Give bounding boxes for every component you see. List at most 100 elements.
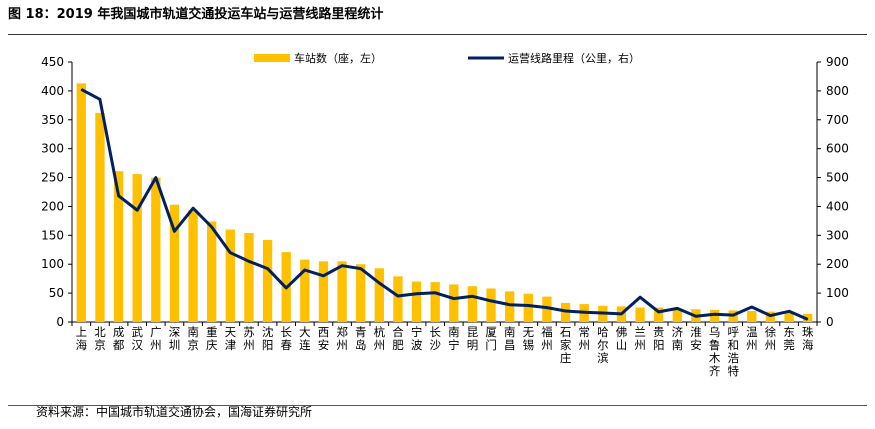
y-right-tick-label: 700	[826, 113, 849, 127]
x-tick-label: 昆明	[467, 325, 479, 352]
line-point	[714, 313, 716, 315]
y-left-tick-label: 300	[41, 142, 64, 156]
line-point	[509, 304, 511, 306]
line-point	[99, 98, 101, 100]
chart-area: 车站数（座，左） 运营线路里程（公里，右） 0 50 100 150 200 250 300 3…	[41, 51, 849, 378]
bar	[113, 171, 124, 322]
bar-series	[76, 83, 813, 322]
x-tick-label: 西安	[318, 325, 330, 352]
y-right-tick-label: 600	[826, 142, 849, 156]
y-right-tick-label: 300	[826, 228, 849, 242]
bar	[318, 261, 329, 322]
line-point	[602, 312, 604, 314]
line-point	[155, 177, 157, 179]
bar	[709, 309, 720, 322]
bar	[486, 288, 496, 322]
y-left-tick-label: 350	[41, 113, 64, 127]
x-tick-label: 深圳	[169, 325, 181, 352]
x-tick-label: 杭州	[374, 325, 386, 352]
line-point	[341, 265, 343, 267]
bar	[449, 284, 459, 322]
bar	[654, 307, 664, 322]
x-tick-label: 徐州	[765, 325, 777, 352]
bar	[784, 311, 794, 322]
line-point	[397, 295, 399, 297]
y-right-tick-label: 200	[826, 257, 849, 271]
bar	[151, 177, 161, 322]
x-tick-label: 长沙	[429, 325, 441, 352]
figure-title: 图 18：2019 年我国城市轨道交通投运车站与运营线路里程统计	[8, 7, 384, 22]
y-left-tick-label: 450	[41, 55, 64, 69]
x-tick-label: 贵阳	[653, 325, 665, 352]
x-tick-label: 东莞	[783, 325, 795, 352]
x-tick-label: 沈阳	[262, 325, 274, 352]
line-point	[453, 298, 455, 300]
y-left-tick-label: 0	[56, 315, 64, 329]
x-tick-label: 重庆	[206, 325, 218, 352]
line-point	[695, 315, 697, 317]
line-point	[639, 296, 641, 298]
line-point	[434, 292, 436, 294]
x-tick-label: 无锡	[523, 325, 535, 352]
bar	[262, 239, 273, 322]
source-note: 资料来源：中国城市轨道交通协会，国海证券研究所	[36, 405, 313, 419]
bar	[188, 209, 198, 322]
line-point	[267, 268, 269, 270]
line-point	[136, 209, 138, 211]
line-point	[751, 306, 753, 308]
bar	[169, 204, 180, 322]
x-tick-label: 苏州	[243, 325, 255, 352]
x-tick-label: 福州	[541, 325, 553, 352]
bar	[747, 311, 757, 322]
legend-label-bar: 车站数（座，左）	[294, 51, 382, 65]
line-point	[620, 313, 622, 315]
legend-label-line: 运营线路里程（公里，右）	[508, 51, 640, 65]
y-left-tick-label: 200	[41, 199, 64, 213]
title-rule	[8, 34, 867, 35]
bar	[467, 286, 478, 322]
x-tick-label: 上海	[76, 325, 88, 352]
bar	[95, 112, 105, 322]
line-point	[471, 295, 473, 297]
x-tick-label: 呼和浩特	[727, 325, 739, 378]
source-rule	[8, 405, 867, 406]
x-tick-label: 南京	[187, 325, 199, 352]
x-tick-label: 长春	[280, 325, 292, 352]
y-left-tick-label: 400	[41, 84, 64, 98]
line-point	[769, 315, 771, 317]
bar	[393, 276, 403, 322]
line-point	[118, 195, 120, 197]
line-point	[807, 318, 809, 320]
line-point	[732, 314, 734, 316]
bar	[356, 264, 366, 322]
line-path	[80, 88, 809, 321]
y-right-tick-label: 100	[826, 286, 849, 300]
x-tick-label: 常州	[578, 325, 590, 352]
line-point	[788, 310, 790, 312]
bar	[672, 309, 682, 322]
x-tick-label: 成都	[113, 325, 125, 352]
x-tick-label: 合肥	[392, 325, 404, 352]
y-left-tick-label: 150	[41, 228, 64, 242]
line-point	[416, 293, 418, 295]
x-tick-label: 郑州	[336, 325, 348, 352]
line-point	[676, 307, 678, 309]
bar	[430, 282, 440, 322]
bar	[132, 174, 142, 322]
x-tick-label: 珠海	[802, 325, 814, 352]
y-right-tick-label: 500	[826, 171, 849, 185]
bar	[225, 229, 235, 322]
line-point	[80, 88, 82, 90]
line-point	[546, 307, 548, 309]
line-point	[192, 207, 194, 209]
line-point	[322, 275, 324, 277]
line-point	[248, 260, 250, 262]
bar	[244, 233, 254, 322]
x-tick-label: 石家庄	[560, 325, 572, 365]
x-tick-label: 哈尔滨	[597, 325, 609, 365]
x-tick-label: 乌鲁木齐	[709, 325, 721, 378]
y-right-tick-label: 400	[826, 199, 849, 213]
line-point	[658, 311, 660, 313]
line-point	[173, 230, 175, 232]
line-point	[211, 226, 213, 228]
